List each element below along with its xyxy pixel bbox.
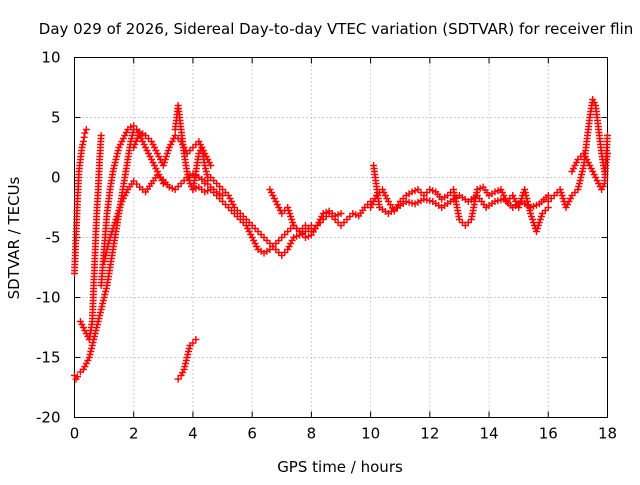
data-point [544,204,552,211]
series-track-g [171,102,212,193]
x-tick-label: 4 [188,425,198,443]
axis-ticks: 0 2 4 6 8 10 12 14 16 18 -20 -15 -10 -5 0 5 10 [36,49,617,443]
data-point [97,132,105,139]
data-point [207,162,215,169]
data-point [80,133,88,141]
data-point [604,132,611,139]
data-point [189,339,197,347]
data-point [133,134,141,142]
x-tick-label: 16 [539,425,558,443]
x-tick-label: 2 [129,425,139,443]
y-tick-label: -15 [36,349,61,367]
series-track-c [76,132,105,343]
x-tick-label: 10 [361,425,380,443]
y-tick-label: 10 [41,49,60,67]
data-point [131,140,139,148]
grid [74,57,608,418]
series-track-j [201,174,315,259]
data-point [79,138,87,145]
series-track-n [544,96,611,211]
data-point [174,375,182,383]
data-point [337,210,345,217]
y-axis-title: SDTVAR / TECUs [5,176,23,299]
data-point [192,336,200,343]
x-tick-label: 14 [480,425,499,443]
data-point [130,144,138,151]
series-track-b [71,126,90,277]
x-tick-label: 8 [307,425,317,443]
data-point [73,373,81,381]
x-axis-title: GPS time / hours [277,458,403,476]
x-tick-label: 6 [247,425,257,443]
x-tick-label: 0 [70,425,80,443]
chart-title: Day 029 of 2026, Sidereal Day-to-day VTE… [39,20,633,38]
data-point [81,129,89,137]
series-track-o [568,132,611,193]
x-tick-label: 18 [598,425,617,443]
series-track-h [174,336,200,383]
plot-frame [74,57,608,418]
series-track-k [266,186,345,235]
data-point [134,131,142,139]
data-point [130,122,138,130]
y-tick-label: 0 [51,169,61,187]
y-tick-label: 5 [51,109,61,127]
x-tick-label: 12 [420,425,439,443]
y-tick-label: -20 [36,409,61,427]
series-track-i [189,183,375,257]
y-tick-label: -5 [46,229,61,247]
data-point [82,126,90,133]
y-tick-label: -10 [36,289,61,307]
data-points [71,96,611,383]
data-point [132,137,140,145]
series-track-m [370,162,552,217]
